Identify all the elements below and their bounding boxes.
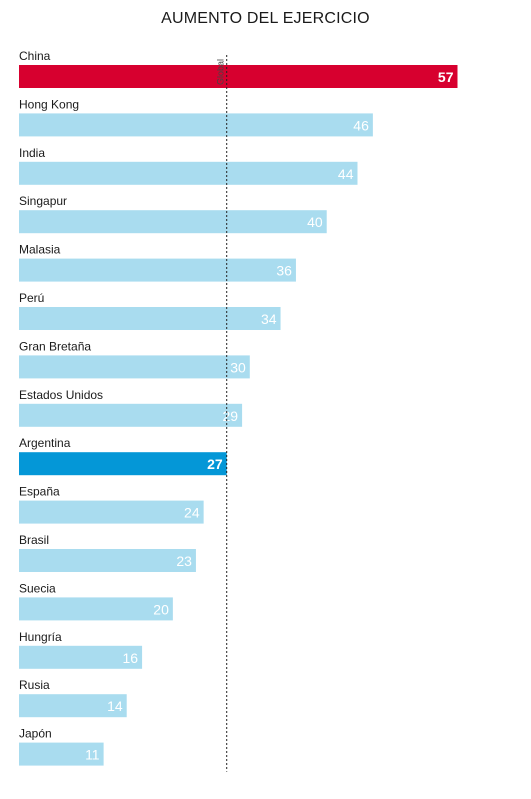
bar-china bbox=[19, 65, 458, 88]
global-reference-label: Global bbox=[216, 59, 226, 85]
value-label-hungria: 16 bbox=[123, 650, 139, 666]
value-label-malasia: 36 bbox=[276, 263, 292, 279]
value-label-singapur: 40 bbox=[307, 214, 323, 230]
category-label-singapur: Singapur bbox=[19, 194, 67, 208]
category-label-india: India bbox=[19, 146, 45, 160]
category-label-china: China bbox=[19, 49, 51, 63]
value-label-japon: 11 bbox=[85, 747, 100, 763]
value-label-china: 57 bbox=[438, 69, 454, 85]
bar-hong-kong bbox=[19, 113, 373, 137]
value-label-rusia: 14 bbox=[107, 698, 123, 714]
bar-japon bbox=[19, 742, 104, 766]
category-label-brasil: Brasil bbox=[19, 533, 49, 547]
bar-estados-unidos bbox=[19, 403, 243, 427]
category-label-japon: Japón bbox=[19, 727, 52, 741]
bar-hungria bbox=[19, 645, 143, 669]
value-label-peru: 34 bbox=[261, 311, 277, 327]
category-label-hong-kong: Hong Kong bbox=[19, 97, 79, 111]
value-label-suecia: 20 bbox=[153, 601, 169, 617]
value-label-india: 44 bbox=[338, 166, 354, 182]
category-label-rusia: Rusia bbox=[19, 678, 50, 692]
category-label-argentina: Argentina bbox=[19, 436, 71, 450]
bar-rusia bbox=[19, 694, 127, 718]
category-label-malasia: Malasia bbox=[19, 243, 61, 257]
category-label-suecia: Suecia bbox=[19, 581, 56, 595]
value-label-gran-bretana: 30 bbox=[230, 359, 246, 375]
value-label-brasil: 23 bbox=[176, 553, 192, 569]
value-label-espana: 24 bbox=[184, 505, 200, 521]
bar-brasil bbox=[19, 549, 196, 572]
value-label-estados-unidos: 29 bbox=[223, 408, 239, 424]
bar-gran-bretana bbox=[19, 355, 250, 379]
category-label-hungria: Hungría bbox=[19, 630, 62, 644]
bar-espana bbox=[19, 500, 204, 524]
category-label-espana: España bbox=[19, 485, 60, 499]
bar-suecia bbox=[19, 597, 173, 621]
bar-india bbox=[19, 161, 358, 185]
chart-title: AUMENTO DEL EJERCICIO bbox=[161, 10, 370, 27]
category-label-estados-unidos: Estados Unidos bbox=[19, 388, 103, 402]
bar-peru bbox=[19, 307, 281, 330]
value-label-hong-kong: 46 bbox=[353, 117, 369, 133]
category-label-peru: Perú bbox=[19, 291, 44, 305]
bar-singapur bbox=[19, 210, 327, 234]
bar-malasia bbox=[19, 258, 296, 282]
category-label-gran-bretana: Gran Bretaña bbox=[19, 339, 91, 353]
bar-argentina bbox=[19, 452, 227, 476]
value-label-argentina: 27 bbox=[207, 456, 223, 472]
